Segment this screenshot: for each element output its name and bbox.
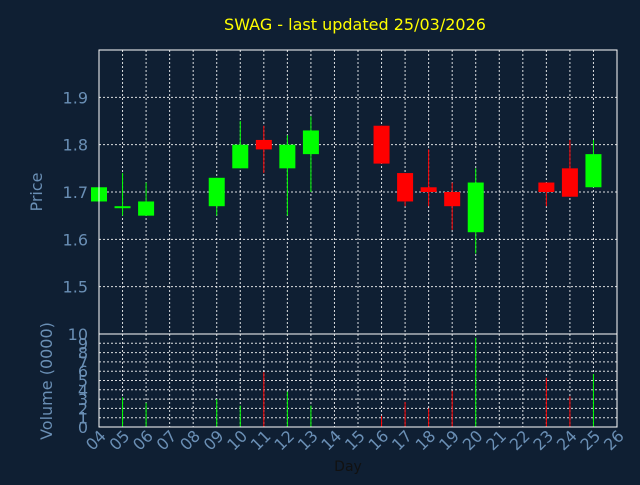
volume-tick-label: 6 [78, 362, 88, 381]
candle-body [444, 192, 461, 207]
candle-09 [208, 177, 225, 216]
candle-body [279, 144, 296, 169]
candle-06 [138, 182, 155, 216]
candle-body [538, 182, 555, 192]
volume-panel-frame [98, 333, 618, 428]
candle-17 [397, 173, 414, 207]
candle-body [561, 168, 578, 197]
candle-body [208, 177, 225, 207]
candle-body [585, 154, 602, 188]
volume-tick-label: 10 [68, 325, 88, 344]
volume-tick-label: 2 [78, 399, 88, 418]
candle-24 [561, 139, 578, 197]
candle-body [420, 187, 437, 192]
price-tick-label: 1.8 [63, 136, 88, 155]
volume-bars [98, 337, 594, 427]
volume-tick-label: 7 [78, 353, 88, 372]
candle-body [138, 201, 155, 216]
volume-tick-label: 0 [78, 418, 88, 437]
candle-body [114, 206, 131, 209]
candle-25 [585, 139, 602, 188]
candle-19 [444, 182, 461, 230]
candle-body [467, 182, 484, 233]
x-tick-labels: 0405060708091011121314151617181920212223… [82, 426, 628, 454]
volume-axis-label: Volume (0000) [37, 322, 56, 440]
price-tick-label: 1.5 [63, 278, 88, 297]
price-axis-label: Price [27, 172, 46, 211]
candle-body [255, 139, 272, 150]
candle-body [302, 130, 319, 155]
price-tick-label: 1.9 [63, 88, 88, 107]
candle-body [232, 144, 249, 169]
candle-05 [114, 173, 131, 216]
price-tick-label: 1.7 [63, 183, 88, 202]
candle-13 [302, 116, 319, 192]
volume-tick-label: 5 [78, 372, 88, 391]
volume-tick-label: 1 [78, 409, 88, 428]
price-candles [91, 116, 602, 254]
volume-tick-label: 4 [78, 381, 88, 400]
candle-16 [373, 125, 390, 164]
price-tick-label: 1.6 [63, 230, 88, 249]
candle-23 [538, 182, 555, 207]
chart-title: SWAG - last updated 25/03/2026 [224, 15, 486, 34]
candle-10 [232, 121, 249, 169]
volume-tick-label: 9 [78, 334, 88, 353]
candle-20 [467, 168, 484, 254]
volume-tick-label: 3 [78, 390, 88, 409]
candle-body [397, 173, 414, 202]
candle-18 [420, 149, 437, 207]
volume-tick-label: 8 [78, 344, 88, 363]
candle-12 [279, 135, 296, 216]
x-axis-label: Day [334, 459, 362, 475]
candle-body [373, 125, 390, 164]
candle-11 [255, 125, 272, 174]
price-y-tick-labels: 1.5 1.6 1.7 1.8 1.9 [63, 88, 88, 296]
